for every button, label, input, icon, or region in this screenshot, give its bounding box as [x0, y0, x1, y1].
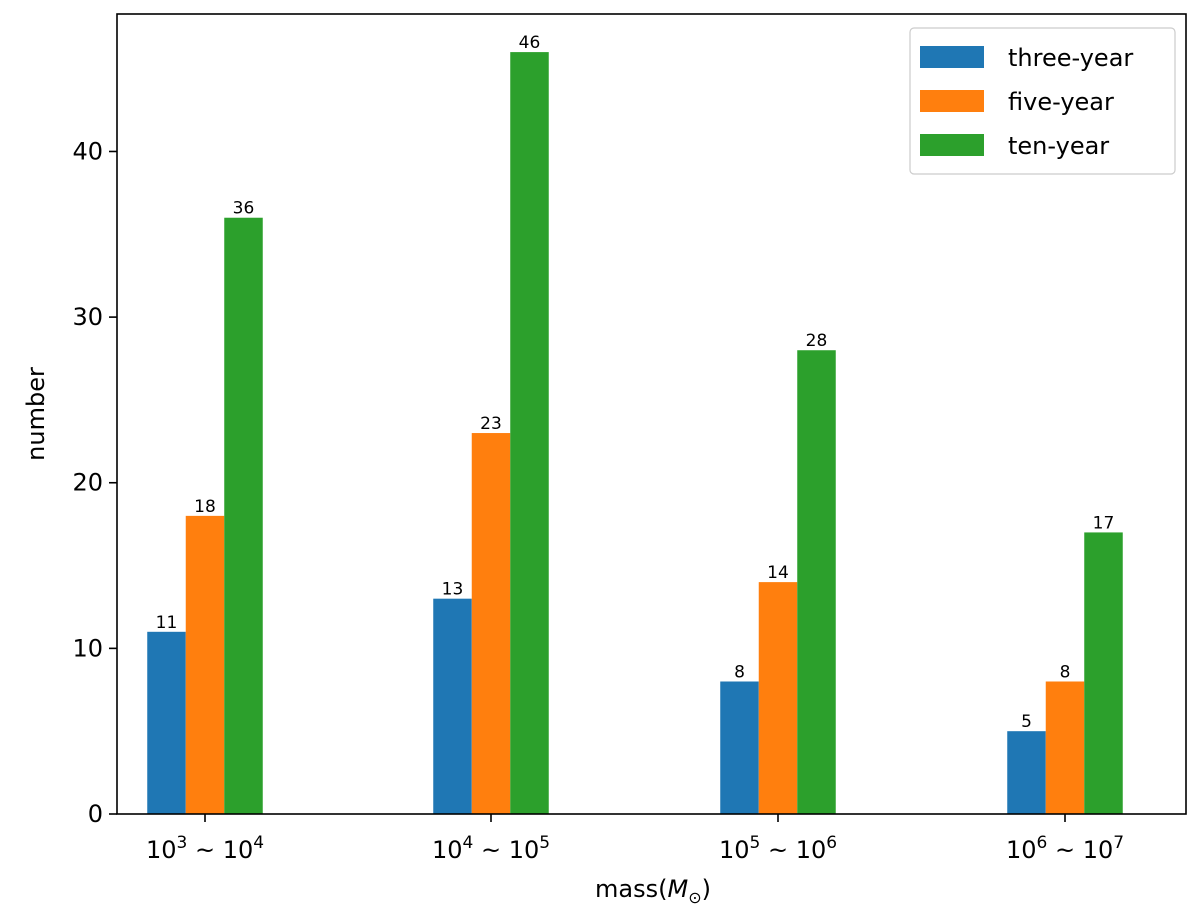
bar-ten-year-1 — [510, 52, 549, 815]
bar-ten-year-2 — [797, 350, 836, 814]
bar-three-year-3 — [1007, 731, 1046, 814]
data-label-ten-year-0: 36 — [233, 199, 255, 219]
y-tick-label-10: 10 — [72, 634, 103, 662]
legend-label-ten-year: ten-year — [1008, 132, 1109, 160]
legend-swatch-ten-year — [920, 134, 984, 156]
legend-swatch-three-year — [920, 46, 984, 68]
x-axis-title-prefix: mass( — [595, 875, 667, 903]
plot-frame — [116, 13, 1187, 815]
y-axis-title: number — [22, 367, 50, 461]
data-label-ten-year-2: 28 — [806, 331, 828, 351]
data-label-three-year-0: 11 — [156, 613, 178, 633]
bar-ten-year-3 — [1084, 532, 1123, 814]
legend-swatch-five-year — [920, 90, 984, 112]
bar-three-year-1 — [433, 598, 472, 814]
data-label-five-year-2: 14 — [767, 563, 789, 583]
bar-five-year-2 — [758, 582, 798, 814]
bar-five-year-0 — [185, 515, 225, 814]
x-axis-title: mass(M⊙) — [595, 875, 711, 907]
y-axis: 0 10 20 30 40 — [72, 137, 117, 828]
data-label-five-year-1: 23 — [480, 414, 502, 434]
bar-ten-year-0 — [224, 217, 263, 815]
data-label-ten-year-1: 46 — [519, 33, 541, 53]
y-tick-label-30: 30 — [72, 303, 103, 331]
data-label-five-year-0: 18 — [194, 497, 216, 517]
x-axis-title-symbol: M — [667, 875, 688, 903]
x-tick-label-1: 104 ~ 105 — [432, 833, 550, 864]
y-tick-label-40: 40 — [72, 137, 103, 165]
x-axis-title-subscript: ⊙ — [688, 888, 701, 907]
x-axis-title-suffix: ) — [702, 875, 711, 903]
data-label-three-year-1: 13 — [442, 580, 464, 600]
data-label-ten-year-3: 17 — [1093, 513, 1115, 533]
legend: three-year five-year ten-year — [909, 27, 1176, 175]
x-tick-label-3: 106 ~ 107 — [1006, 833, 1124, 864]
data-label-three-year-3: 5 — [1021, 712, 1032, 732]
x-tick-label-0: 103 ~ 104 — [146, 833, 264, 864]
y-tick-label-20: 20 — [72, 469, 103, 497]
x-tick-label-2: 105 ~ 106 — [719, 833, 837, 864]
bar-five-year-3 — [1045, 681, 1085, 814]
data-label-three-year-2: 8 — [734, 662, 745, 682]
x-axis: 103 ~ 104 104 ~ 105 105 ~ 106 106 ~ 107 — [146, 814, 1124, 864]
legend-label-three-year: three-year — [1008, 44, 1133, 72]
y-tick-label-0: 0 — [88, 800, 103, 828]
bar-three-year-0 — [147, 631, 186, 814]
legend-label-five-year: five-year — [1008, 88, 1114, 116]
data-labels-layer: 11 13 8 5 18 23 14 8 36 46 28 17 — [156, 33, 1115, 732]
bar-three-year-2 — [720, 681, 759, 814]
bars-layer — [147, 52, 1123, 815]
bar-five-year-1 — [471, 433, 511, 814]
data-label-five-year-3: 8 — [1060, 662, 1071, 682]
